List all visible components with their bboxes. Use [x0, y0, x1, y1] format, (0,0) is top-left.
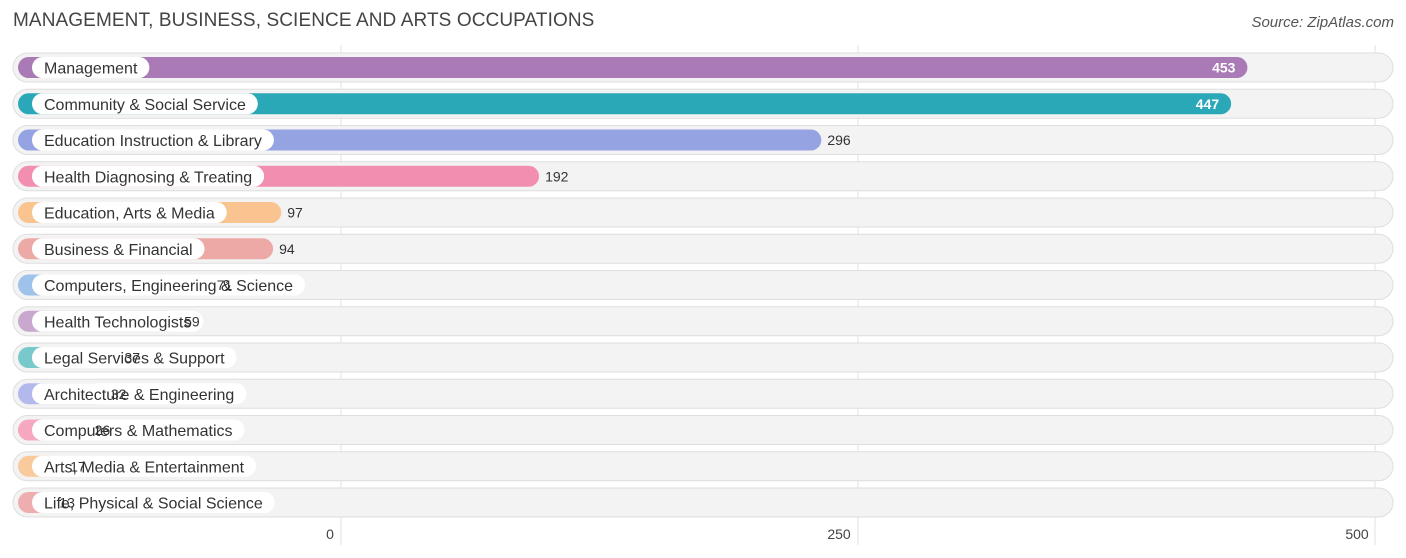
bar-track: [12, 378, 1394, 409]
value-label: 97: [287, 205, 303, 221]
category-label: Business & Financial: [44, 242, 193, 259]
category-label-pill: [32, 383, 247, 405]
bar-row: Community & Social Service 447: [12, 88, 1394, 119]
bar-row: Education, Arts & Media 97: [12, 197, 1394, 228]
category-label-pill: [32, 455, 257, 477]
bar-row: Health Diagnosing & Treating 192: [12, 161, 1394, 192]
category-label: Education, Arts & Media: [44, 206, 215, 223]
x-tick-label: 250: [827, 526, 851, 542]
bar-track: [12, 197, 1394, 228]
value-label: 13: [59, 495, 75, 511]
category-label-pill: [32, 129, 274, 151]
category-label: Computers, Engineering & Science: [44, 278, 293, 295]
category-label-pill: [32, 419, 245, 441]
category-label-pill: [32, 93, 258, 115]
value-label: 26: [95, 422, 111, 438]
value-label: 37: [124, 350, 140, 366]
category-label-pill: [32, 57, 150, 78]
bar-track: [12, 342, 1394, 373]
bar-track: [12, 415, 1394, 445]
category-label: Computers & Mathematics: [44, 423, 233, 440]
category-label-pill: [32, 238, 205, 260]
value-label: 453: [1212, 60, 1236, 76]
category-label: Management: [44, 61, 138, 78]
category-label: Community & Social Service: [44, 97, 246, 114]
bar-row: Business & Financial 94: [12, 233, 1394, 264]
value-label: 296: [827, 132, 851, 148]
source-label: Source: ZipAtlas.com: [1251, 14, 1394, 31]
bar-row: Management 453: [12, 52, 1394, 83]
value-label: 71: [217, 277, 233, 293]
x-axis: 0 250 500: [326, 526, 1369, 542]
category-label-pill: [32, 492, 275, 513]
category-label: Legal Services & Support: [44, 351, 225, 368]
value-label: 17: [70, 458, 86, 474]
value-label: 59: [184, 313, 200, 329]
category-label: Health Diagnosing & Treating: [44, 169, 252, 186]
value-label: 94: [279, 241, 295, 257]
category-label-pill: [32, 347, 237, 368]
bar-track: [12, 270, 1394, 300]
chart-title: MANAGEMENT, BUSINESS, SCIENCE AND ARTS O…: [13, 10, 595, 31]
bar-track: [12, 233, 1394, 264]
category-label: Life, Physical & Social Science: [44, 496, 263, 513]
bar: [18, 93, 1232, 115]
x-tick-label: 500: [1345, 526, 1369, 542]
value-label: 32: [111, 386, 127, 402]
category-label-pill: [32, 310, 204, 332]
category-label: Education Instruction & Library: [44, 133, 262, 150]
category-label: Architecture & Engineering: [44, 387, 234, 404]
x-tick-label: 0: [326, 526, 334, 542]
value-label: 447: [1196, 96, 1220, 112]
category-label: Arts, Media & Entertainment: [44, 459, 245, 476]
value-label: 192: [545, 168, 569, 184]
category-label: Health Technologists: [44, 314, 191, 331]
bar-track: [12, 306, 1394, 337]
category-label-pill: [32, 165, 265, 187]
category-label-pill: [32, 202, 227, 223]
bar-track: [12, 487, 1394, 518]
bars-layer: Management 453 Community & Social Service 4…: [12, 52, 1394, 518]
bar-row: Education Instruction & Library 296: [12, 125, 1394, 155]
bar: [18, 57, 1248, 78]
category-label-pill: [32, 274, 306, 296]
bar-track: [12, 451, 1394, 482]
